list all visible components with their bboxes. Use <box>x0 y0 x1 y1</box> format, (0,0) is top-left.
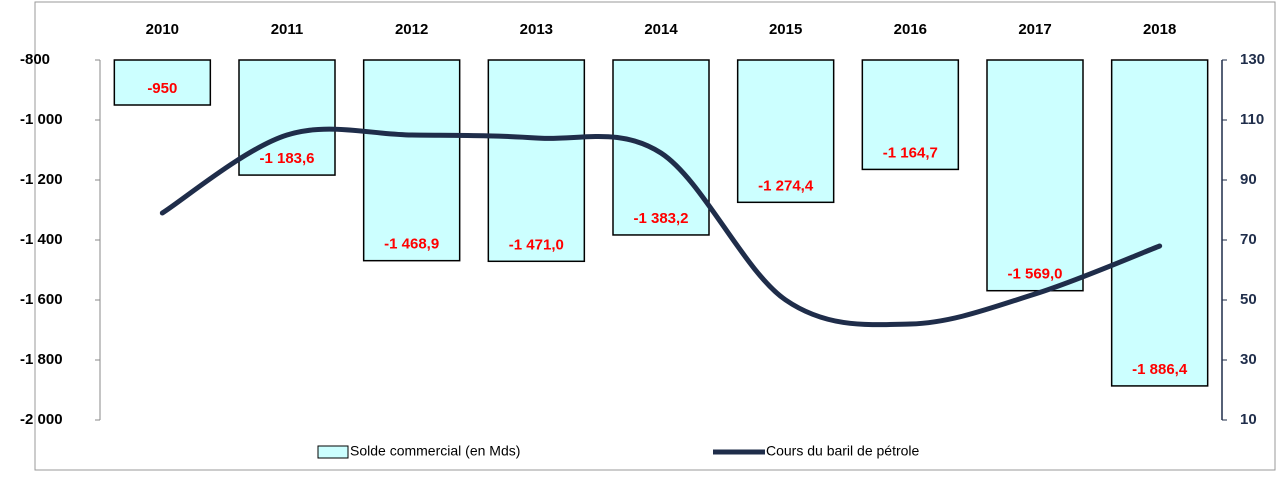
bar <box>1110 59 1209 387</box>
y2-tick-label: 70 <box>1240 231 1257 248</box>
x-tick-label: 2010 <box>146 21 179 38</box>
y2-tick-label: 90 <box>1240 171 1257 188</box>
data-label: -1 383,2 <box>633 210 688 227</box>
x-tick-label: 2018 <box>1143 21 1176 38</box>
y2-tick-label: 50 <box>1240 291 1257 308</box>
x-tick-label: 2015 <box>769 21 802 38</box>
y2-tick-label: 10 <box>1240 411 1257 428</box>
data-label: -1 471,0 <box>509 236 564 253</box>
y2-tick-label: 130 <box>1240 51 1265 68</box>
x-tick-label: 2016 <box>894 21 927 38</box>
y-tick-label: -800 <box>20 51 50 68</box>
y2-tick-label: 30 <box>1240 351 1257 368</box>
bar <box>362 59 461 262</box>
data-label: -1 164,7 <box>883 144 938 161</box>
legend-swatch <box>317 445 349 459</box>
bar <box>113 59 212 106</box>
legend-label: Solde commercial (en Mds) <box>350 443 520 459</box>
x-tick-label: 2012 <box>395 21 428 38</box>
y-tick-label: -1 000 <box>20 111 63 128</box>
chart-frame <box>34 1 1276 471</box>
bar <box>736 59 835 204</box>
data-label: -1 183,6 <box>259 150 314 167</box>
data-label: -1 274,4 <box>758 177 814 194</box>
x-tick-label: 2013 <box>520 21 553 38</box>
y-tick-label: -2 000 <box>20 411 63 428</box>
data-label: -1 886,4 <box>1132 361 1188 378</box>
data-label: -950 <box>147 80 177 97</box>
legend-label: Cours du baril de pétrole <box>766 443 920 459</box>
y-tick-label: -1 400 <box>20 231 63 248</box>
bar <box>861 59 960 171</box>
y2-tick-label: 110 <box>1240 111 1264 128</box>
y-tick-label: -1 600 <box>20 291 63 308</box>
data-label: -1 468,9 <box>384 236 439 253</box>
line <box>159 126 1163 328</box>
bar <box>487 59 586 263</box>
data-label: -1 569,0 <box>1007 266 1062 283</box>
bar <box>986 59 1084 292</box>
bar <box>238 59 336 176</box>
y-tick-label: -1 800 <box>20 351 63 368</box>
x-tick-label: 2014 <box>644 21 678 38</box>
bar <box>612 59 710 236</box>
x-tick-label: 2017 <box>1018 21 1051 38</box>
x-tick-label: 2011 <box>271 21 304 38</box>
y-tick-label: -1 200 <box>20 171 63 188</box>
